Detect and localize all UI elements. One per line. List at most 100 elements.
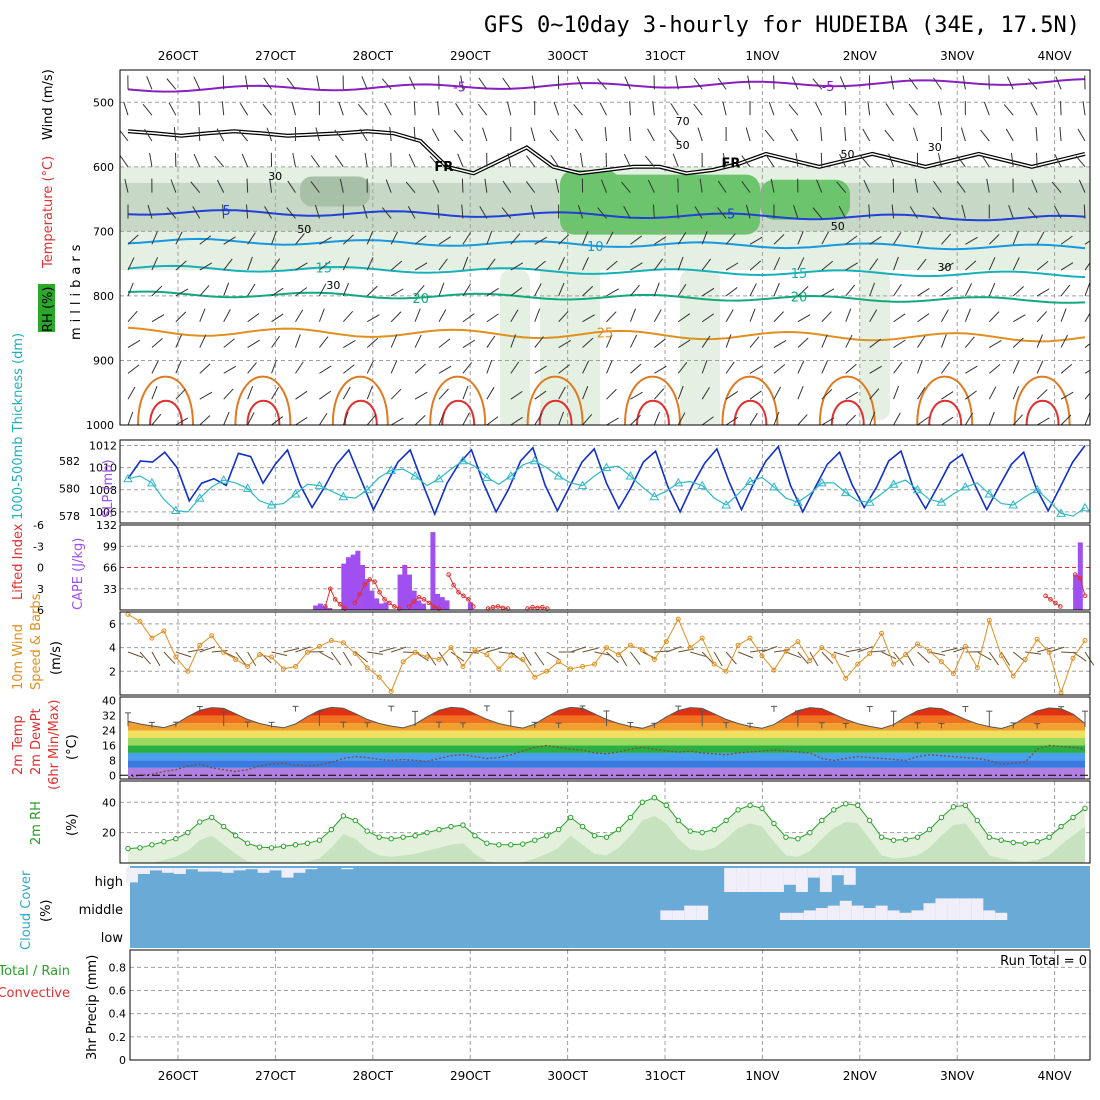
wind-barb bbox=[1012, 231, 1019, 245]
wind10m-barb bbox=[785, 651, 802, 659]
wind-barb bbox=[937, 153, 942, 167]
wind-barb bbox=[1006, 76, 1014, 90]
wind-barb bbox=[199, 391, 213, 400]
wind-barb bbox=[462, 362, 473, 374]
wind10m-barb bbox=[462, 651, 479, 654]
wind-barb bbox=[462, 412, 470, 425]
temp-band bbox=[128, 730, 1085, 738]
wind-barb bbox=[558, 234, 570, 245]
wind-barb bbox=[414, 262, 428, 271]
wind-speed-point bbox=[352, 651, 358, 656]
wind-barb bbox=[199, 235, 212, 245]
wind10m-barb bbox=[797, 651, 809, 665]
rh-legend-swatch bbox=[38, 284, 55, 332]
wind-barb bbox=[486, 335, 496, 348]
wind-barb bbox=[193, 76, 201, 90]
cloud-gap-middle bbox=[660, 910, 673, 920]
wind-barb bbox=[988, 257, 996, 271]
wind-speed-line bbox=[127, 613, 1086, 695]
cape-ticks: 132 99 66 33 -6 -3 0 3 6 bbox=[33, 519, 117, 617]
li-point bbox=[1077, 575, 1083, 581]
cloud-level-high: high bbox=[95, 875, 123, 890]
thickness-point bbox=[242, 483, 253, 492]
lifted-index-axis-label: Lifted Index bbox=[11, 523, 26, 600]
thickness-point bbox=[458, 455, 468, 465]
wind-barb bbox=[414, 235, 427, 245]
cape-bar bbox=[402, 564, 408, 610]
li-point bbox=[1053, 600, 1058, 606]
wind-barb bbox=[677, 232, 687, 245]
wind-barb bbox=[788, 104, 799, 116]
li-point bbox=[406, 604, 412, 609]
wind10m-barb bbox=[1072, 651, 1087, 662]
wind-barb bbox=[582, 285, 594, 297]
wind-barb bbox=[263, 77, 272, 90]
wind-barb bbox=[773, 234, 785, 245]
cloud-gap-high bbox=[341, 868, 354, 870]
li-point bbox=[416, 594, 422, 600]
pressure-tick: 500 bbox=[93, 96, 114, 109]
rh-point bbox=[938, 814, 945, 821]
wind-barb bbox=[941, 416, 954, 425]
isotherm-label: 15 bbox=[315, 262, 332, 277]
wind-barb bbox=[390, 334, 398, 348]
wind-barb bbox=[629, 101, 631, 116]
rh-point bbox=[651, 795, 658, 801]
wind-barb bbox=[147, 204, 153, 219]
temp-band bbox=[128, 760, 1085, 768]
wind-barb bbox=[151, 413, 162, 425]
wind-barb bbox=[413, 126, 416, 142]
wind-speed-point bbox=[316, 643, 322, 649]
wind-barb bbox=[917, 387, 926, 400]
wind-barb bbox=[653, 411, 661, 425]
li-point bbox=[332, 597, 338, 602]
wind-barb bbox=[917, 288, 930, 297]
wind-barb bbox=[770, 178, 775, 193]
wind-barb bbox=[888, 153, 895, 167]
wind-speed-point bbox=[759, 653, 765, 659]
wind-barb bbox=[390, 388, 402, 400]
slp-tick: 1006 bbox=[89, 506, 117, 519]
wind-barb bbox=[295, 390, 308, 400]
wind-barb bbox=[677, 412, 686, 425]
pressure-tick: 1000 bbox=[86, 419, 114, 432]
wind-barb bbox=[558, 311, 569, 323]
wind-barb bbox=[287, 180, 296, 193]
wind-barb bbox=[1036, 311, 1048, 323]
wind-speed-point bbox=[855, 661, 861, 667]
thickness-line bbox=[127, 460, 1086, 517]
wind-barb bbox=[295, 233, 305, 245]
cloud-gap-high bbox=[233, 868, 246, 871]
wind-speed-point bbox=[615, 652, 621, 658]
li-tick: 3 bbox=[37, 583, 44, 596]
wind-speed-point bbox=[496, 666, 502, 672]
top-date-label: 2NOV bbox=[843, 49, 878, 63]
wind-tick: 6 bbox=[109, 618, 116, 631]
wind-barb bbox=[198, 126, 201, 142]
rh-point bbox=[555, 826, 562, 833]
wind-barb bbox=[199, 308, 206, 322]
warm-loop-outer bbox=[137, 375, 194, 425]
rh-tick: 40 bbox=[102, 796, 116, 809]
isotherm-labels: -5 -5 5 5 10 15 15 20 20 25 FR FR 30 50 70 30 50 30 50 50 30 bbox=[223, 80, 952, 341]
warm-loop-outer bbox=[818, 375, 876, 425]
li-line bbox=[408, 596, 439, 610]
wind-barb bbox=[1084, 369, 1090, 374]
rh-point bbox=[998, 837, 1004, 843]
wind10m-barb bbox=[367, 651, 384, 655]
wind-barb bbox=[582, 314, 595, 323]
wind-speed-point bbox=[687, 645, 693, 651]
wind-barb bbox=[821, 288, 835, 297]
rh-point bbox=[232, 832, 239, 839]
wind-barb bbox=[1035, 127, 1038, 142]
wind-speed-point bbox=[891, 661, 897, 667]
wind-speed-point bbox=[520, 656, 526, 662]
wind-barb bbox=[506, 101, 512, 116]
slp-tick: 1008 bbox=[89, 484, 117, 497]
wind-barb bbox=[381, 207, 392, 219]
rh-point bbox=[735, 807, 741, 813]
wind10m-barb bbox=[618, 651, 628, 667]
cape-bar bbox=[364, 579, 370, 610]
wind-barb bbox=[1060, 334, 1068, 348]
wind-barb bbox=[701, 386, 710, 400]
